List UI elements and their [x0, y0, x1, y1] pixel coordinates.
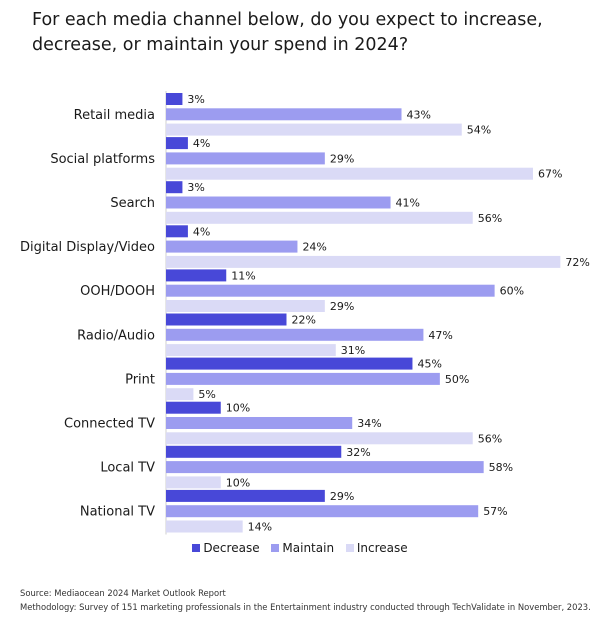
bar-decrease-print — [166, 357, 413, 370]
bar-increase-ooh-dooh — [166, 300, 325, 312]
legend-swatch-increase — [345, 544, 354, 552]
bar-decrease-digital-display-video — [166, 225, 188, 238]
legend-item-decrease: Decrease — [192, 541, 260, 555]
category-label-digital-display-video: Digital Display/Video — [20, 240, 155, 255]
bar-decrease-national-tv — [166, 489, 325, 502]
data-label-decrease-national-tv: 29% — [330, 490, 354, 503]
data-label-decrease-digital-display-video: 4% — [193, 225, 210, 238]
data-label-increase-retail-media: 54% — [467, 124, 491, 137]
bar-maintain-ooh-dooh — [166, 284, 495, 297]
legend-label-increase: Increase — [356, 541, 408, 555]
category-label-national-tv: National TV — [80, 505, 155, 520]
bar-increase-digital-display-video — [166, 255, 561, 268]
bar-decrease-local-tv — [166, 445, 342, 458]
data-label-maintain-radio-audio: 47% — [428, 329, 452, 342]
bar-decrease-social-platforms — [166, 137, 188, 150]
data-label-increase-local-tv: 10% — [226, 476, 250, 489]
legend-item-increase: Increase — [345, 541, 408, 555]
category-label-local-tv: Local TV — [100, 461, 155, 476]
category-label-retail-media: Retail media — [74, 108, 155, 123]
bar-decrease-ooh-dooh — [166, 269, 227, 282]
bar-increase-connected-tv — [166, 432, 473, 445]
legend-swatch-decrease — [192, 544, 201, 552]
data-label-decrease-search: 3% — [187, 181, 204, 194]
bar-increase-retail-media — [166, 123, 462, 136]
bar-increase-radio-audio — [166, 344, 336, 357]
legend-swatch-maintain — [271, 544, 280, 552]
data-label-maintain-ooh-dooh: 60% — [500, 285, 524, 298]
data-label-maintain-print: 50% — [445, 373, 469, 386]
bar-maintain-social-platforms — [166, 152, 325, 165]
data-label-maintain-national-tv: 57% — [483, 505, 507, 518]
data-label-maintain-retail-media: 43% — [407, 108, 431, 121]
chart-title: For each media channel below, do you exp… — [32, 10, 543, 55]
bar-increase-social-platforms — [166, 167, 533, 180]
category-label-social-platforms: Social platforms — [50, 152, 155, 167]
bar-chart: Retail media 3% 43% 54% Social platforms 4% 29… — [20, 91, 590, 535]
bar-maintain-digital-display-video — [166, 240, 298, 253]
data-label-increase-radio-audio: 31% — [341, 344, 365, 357]
bar-maintain-retail-media — [166, 108, 402, 121]
category-label-search: Search — [110, 196, 155, 211]
category-label-connected-tv: Connected TV — [64, 417, 155, 432]
data-label-increase-connected-tv: 56% — [478, 432, 502, 445]
data-label-increase-digital-display-video: 72% — [565, 256, 589, 269]
bar-decrease-search — [166, 181, 183, 194]
legend-label-maintain: Maintain — [282, 541, 335, 555]
data-label-increase-social-platforms: 67% — [538, 168, 562, 181]
bar-increase-print — [166, 388, 194, 401]
bar-decrease-connected-tv — [166, 401, 221, 414]
bar-maintain-connected-tv — [166, 417, 353, 429]
methodology-note: Methodology: Survey of 151 marketing pro… — [20, 602, 591, 612]
legend-label-decrease: Decrease — [203, 541, 260, 555]
bar-maintain-national-tv — [166, 505, 479, 518]
bar-maintain-print — [166, 372, 440, 385]
data-label-decrease-local-tv: 32% — [346, 446, 370, 459]
bar-maintain-local-tv — [166, 461, 484, 474]
bar-maintain-search — [166, 196, 391, 209]
data-label-decrease-social-platforms: 4% — [193, 137, 210, 150]
data-label-decrease-retail-media: 3% — [187, 93, 204, 106]
legend: Decrease Maintain Increase — [0, 541, 600, 555]
bar-maintain-radio-audio — [166, 328, 424, 341]
data-label-increase-print: 5% — [198, 388, 215, 401]
data-label-maintain-digital-display-video: 24% — [302, 241, 326, 254]
data-label-increase-ooh-dooh: 29% — [330, 300, 354, 313]
category-label-ooh-dooh: OOH/DOOH — [80, 284, 155, 299]
category-label-radio-audio: Radio/Audio — [77, 328, 155, 343]
data-label-decrease-radio-audio: 22% — [291, 314, 315, 327]
data-label-maintain-local-tv: 58% — [489, 461, 513, 474]
bar-increase-search — [166, 211, 473, 224]
bar-increase-local-tv — [166, 476, 221, 489]
data-label-maintain-connected-tv: 34% — [357, 417, 381, 430]
data-label-increase-national-tv: 14% — [248, 521, 272, 534]
category-label-print: Print — [125, 372, 155, 387]
bar-decrease-retail-media — [166, 93, 183, 105]
data-label-increase-search: 56% — [478, 212, 502, 225]
bar-decrease-radio-audio — [166, 313, 287, 326]
data-label-maintain-search: 41% — [396, 197, 420, 210]
data-label-decrease-print: 45% — [417, 358, 441, 371]
data-label-maintain-social-platforms: 29% — [330, 152, 354, 165]
data-label-decrease-connected-tv: 10% — [226, 402, 250, 415]
legend-item-maintain: Maintain — [271, 541, 334, 555]
source-note: Source: Mediaocean 2024 Market Outlook R… — [20, 588, 226, 598]
data-label-decrease-ooh-dooh: 11% — [231, 269, 255, 282]
bar-increase-national-tv — [166, 520, 243, 533]
